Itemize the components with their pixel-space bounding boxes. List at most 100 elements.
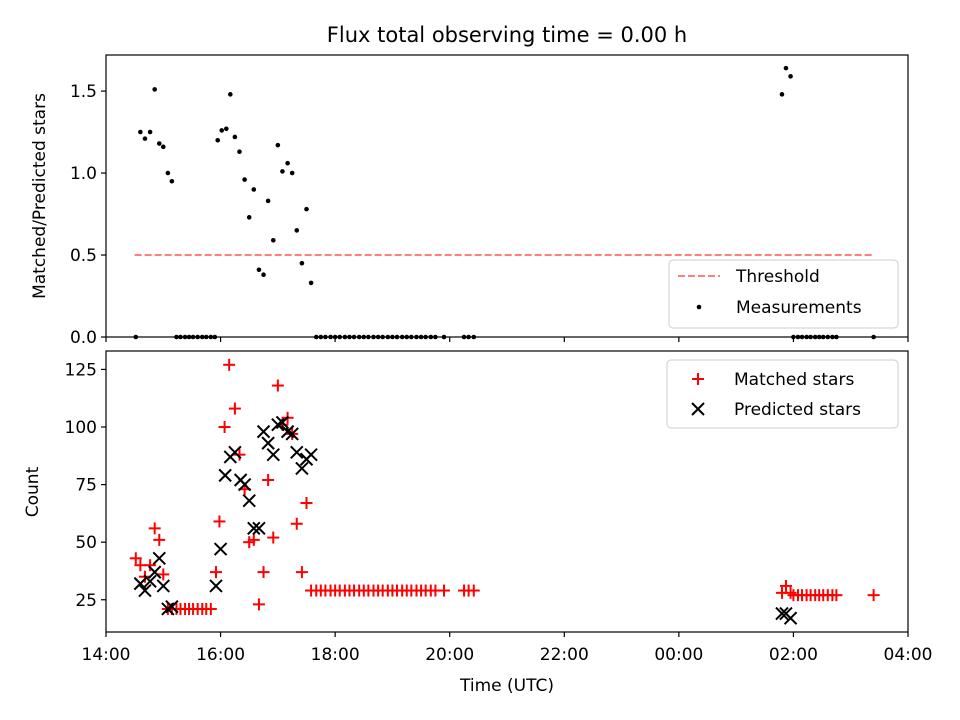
measurement-point [308, 280, 314, 286]
predicted-star-point [161, 602, 175, 616]
matched-star-point [867, 589, 880, 602]
matched-star-point [467, 584, 480, 597]
measurement-point [219, 128, 225, 133]
measurement-point [285, 160, 290, 166]
predicted-star-point [266, 447, 280, 462]
count-x-tick-label: 18:00 [311, 645, 360, 665]
legend-threshold-label: Threshold [735, 267, 820, 287]
predicted-star-point [133, 576, 148, 591]
count-legend-box [666, 359, 899, 429]
count-y-tick-label: 75 [75, 476, 97, 496]
measurement-point [156, 141, 162, 146]
measurement-point [224, 126, 229, 132]
ratio-y-tick-label: 0.5 [70, 246, 97, 266]
measurement-point [228, 92, 233, 97]
predicted-star-point [290, 445, 304, 460]
matched-star-point [300, 497, 313, 510]
measurement-point [788, 74, 793, 79]
measurement-point [261, 272, 266, 277]
predicted-star-point [143, 574, 157, 589]
count-y-tick-label: 50 [75, 533, 97, 553]
ratio-legend-box [668, 259, 899, 329]
matched-star-point [213, 515, 226, 528]
figure-title: Flux total observing time = 0.00 h [327, 23, 687, 47]
legend-measurements-label: Measurements [736, 298, 862, 318]
legend-matched-swatch [692, 373, 704, 385]
count-x-tick-label: 20:00 [425, 645, 474, 665]
measurement-point [294, 228, 300, 233]
legend-matched-label: Matched stars [734, 370, 854, 390]
matched-star-point [204, 602, 217, 615]
measurement-point [232, 134, 238, 140]
count-y-tick-label: 25 [75, 591, 97, 611]
predicted-star-point [237, 477, 252, 492]
count-x-tick-label: 14:00 [82, 645, 131, 665]
count-legend: Matched stars Predicted stars [666, 359, 899, 429]
ratio-y-tick-label: 1.5 [70, 82, 97, 102]
predicted-star-point [228, 445, 242, 460]
predicted-star-point [783, 611, 798, 625]
predicted-star-point [252, 521, 266, 536]
count-y-axis-label: Count [23, 466, 43, 517]
measurement-point [242, 177, 247, 182]
count-y-tick-label: 125 [65, 360, 97, 380]
ratio-legend: Threshold Measurements [668, 259, 899, 329]
count-x-tick-label: 22:00 [540, 645, 589, 665]
count-y-tick-label: 100 [65, 418, 97, 438]
measurement-point [779, 92, 785, 97]
matched-star-point [247, 533, 260, 546]
predicted-star-point [156, 579, 170, 593]
matched-star-point [233, 448, 246, 461]
count-x-tick-label: 16:00 [196, 645, 245, 665]
matched-star-point [267, 531, 280, 544]
predicted-star-point [147, 565, 162, 579]
count-panel: 25 50 75 100 125 14:00 16:00 18:00 20:00 22:00 00… [23, 350, 933, 696]
matched-star-point [153, 533, 166, 546]
matched-star-point [148, 522, 161, 535]
measurement-point [275, 142, 281, 148]
measurement-point [280, 169, 285, 174]
matched-star-point [157, 568, 170, 581]
count-plot-area [129, 358, 880, 625]
measurement-point [783, 65, 789, 71]
measurement-point [147, 129, 153, 135]
measurement-point [265, 198, 271, 204]
predicted-star-point [295, 461, 309, 476]
predicted-star-point [304, 447, 318, 462]
predicted-star-point [285, 427, 299, 441]
matched-star-point [784, 586, 797, 599]
measurement-point [237, 149, 242, 155]
ratio-x-ticks [105, 337, 909, 342]
measurement-point [142, 136, 148, 141]
predicted-star-point [261, 436, 275, 450]
matched-star-point [252, 598, 265, 611]
matched-star-point [228, 402, 241, 415]
matched-star-point [262, 473, 275, 486]
matched-star-point [218, 421, 231, 434]
measurement-point [165, 170, 171, 176]
matched-star-point [830, 589, 843, 602]
measurement-point [299, 260, 305, 266]
predicted-star-point [247, 521, 261, 536]
ratio-y-tick-label: 0.0 [70, 328, 97, 348]
legend-measurements-swatch [696, 304, 702, 310]
measurement-point [304, 206, 309, 212]
ratio-panel: 0.0 0.5 1.0 1.5 Matched/Predicted stars Thr… [30, 54, 909, 348]
count-x-tick-label: 02:00 [769, 645, 818, 665]
ratio-y-axis-label: Matched/Predicted stars [30, 93, 50, 299]
legend-predicted-label: Predicted stars [734, 400, 861, 420]
matched-star-point [144, 559, 157, 572]
measurement-point [152, 87, 157, 92]
predicted-star-point [209, 579, 223, 593]
matched-star-point [271, 379, 284, 392]
measurement-point [256, 267, 262, 273]
matched-star-point [257, 566, 270, 579]
measurement-point [169, 178, 175, 184]
measurement-point [289, 170, 295, 176]
predicted-star-point [213, 542, 228, 556]
measurement-point [251, 187, 257, 192]
count-y-ticks: 25 50 75 100 125 [65, 360, 106, 611]
count-x-tick-label: 04:00 [884, 645, 933, 665]
predicted-star-point [165, 599, 179, 614]
